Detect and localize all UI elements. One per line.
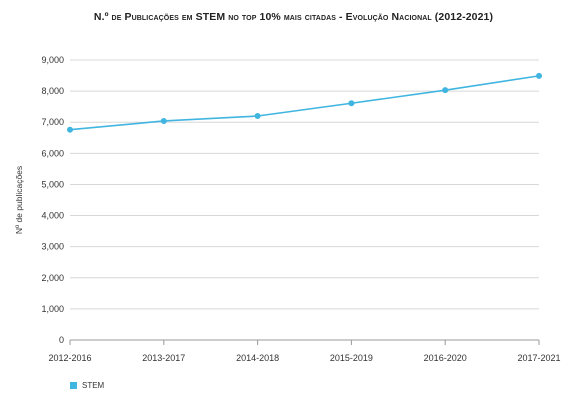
chart-title: N.º de Publicações em STEM no top 10% ma… (93, 11, 494, 23)
y-tick-label: 6,000 (41, 148, 64, 158)
data-point[interactable] (67, 126, 73, 133)
y-tick-label: 8,000 (41, 86, 64, 96)
y-tick-label: 4,000 (41, 211, 64, 221)
data-point[interactable] (348, 100, 355, 107)
x-tick-label: 2016-2020 (424, 353, 467, 363)
series-line (69, 75, 540, 131)
y-tick-label: 3,000 (41, 242, 64, 252)
x-tick-label: 2014-2018 (236, 353, 279, 363)
x-tick-label: 2012-2016 (48, 353, 91, 363)
x-tick-label: 2013-2017 (142, 353, 185, 363)
y-tick-label: 7,000 (41, 117, 64, 127)
y-tick-label: 9,000 (41, 55, 64, 65)
legend-label: STEM (82, 381, 105, 390)
legend[interactable]: STEM (70, 381, 104, 390)
y-tick-label: 5,000 (41, 179, 64, 189)
data-point[interactable] (442, 87, 449, 94)
y-tick-label: 0 (59, 335, 64, 345)
data-point[interactable] (160, 117, 167, 124)
y-tick-label: 2,000 (41, 273, 64, 283)
y-tick-label: 1,000 (41, 304, 64, 314)
x-tick-label: 2017-2021 (517, 353, 560, 363)
y-axis-label: Nº de publicações (14, 166, 24, 234)
x-tick-label: 2015-2019 (330, 353, 373, 363)
data-point[interactable] (254, 113, 261, 119)
legend-swatch (70, 382, 77, 389)
data-point[interactable] (536, 72, 542, 79)
